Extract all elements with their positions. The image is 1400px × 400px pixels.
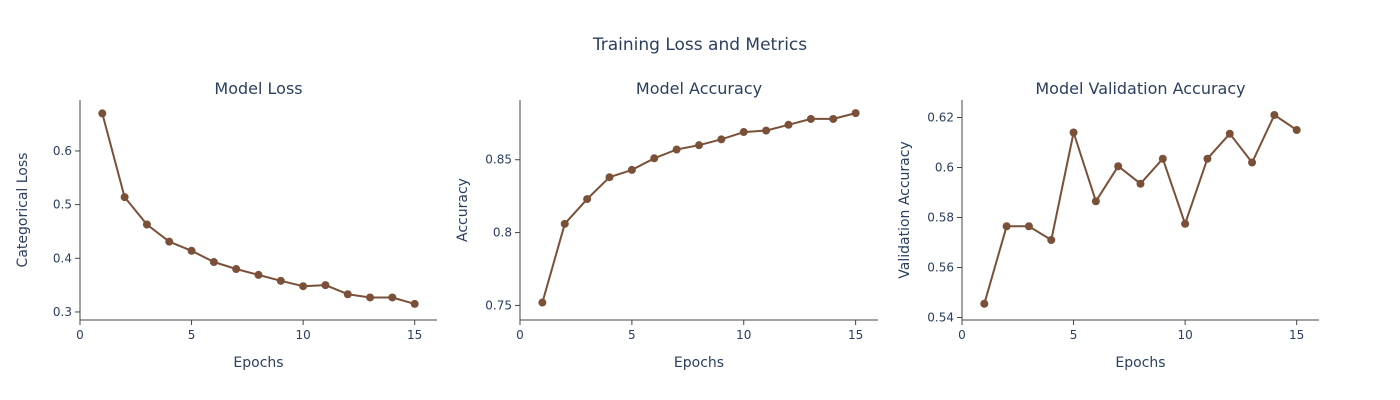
model-loss-x-axis-label: Epochs	[233, 355, 283, 371]
model-accuracy-data-point	[717, 135, 726, 144]
figure-title: Training Loss and Metrics	[592, 35, 807, 55]
model-loss-data-point	[410, 299, 419, 308]
model-accuracy-data-point	[538, 298, 547, 307]
model-accuracy-data-point	[672, 145, 681, 154]
model-accuracy-data-point	[851, 109, 860, 118]
model-validation-accuracy-y-tick-label: 0.6	[935, 161, 954, 175]
panel-model-validation-accuracy: Model Validation Accuracy 0 5 10 15 0.54 0.56 0…	[897, 79, 1319, 371]
model-accuracy-data-point	[583, 195, 592, 204]
model-accuracy-y-tick-label: 0.75	[485, 298, 512, 312]
model-validation-accuracy-data-point	[1091, 197, 1100, 206]
model-accuracy-x-tick-label: 0	[516, 328, 524, 342]
model-loss-data-point	[254, 270, 263, 279]
model-accuracy-data-point	[695, 141, 703, 150]
model-validation-accuracy-y-tick-label: 0.62	[927, 111, 954, 125]
model-validation-accuracy-data-point	[1270, 111, 1279, 119]
model-loss-y-tick-label: 0.3	[53, 305, 72, 319]
model-accuracy-title: Model Accuracy	[636, 79, 762, 98]
model-validation-accuracy-data-point	[1225, 129, 1234, 138]
model-accuracy-data-point	[627, 165, 636, 174]
model-accuracy-data-point	[784, 120, 793, 129]
model-loss-data-point	[209, 258, 218, 267]
model-validation-accuracy-data-point	[1024, 222, 1033, 231]
model-validation-accuracy-data-point	[1002, 222, 1011, 231]
model-loss-x-tick-label: 10	[295, 328, 310, 342]
model-loss-data-point	[232, 265, 241, 274]
model-loss-y-tick-label: 0.6	[53, 144, 72, 158]
model-accuracy-x-tick-label: 5	[628, 328, 636, 342]
model-validation-accuracy-y-axis-label: Validation Accuracy	[897, 141, 913, 279]
model-validation-accuracy-data-point	[1248, 158, 1257, 167]
model-validation-accuracy-data-point	[1203, 154, 1212, 163]
panel-model-accuracy: Model Accuracy 0 5 10 15 0.75 0.8 0.85 Epochs Acc…	[455, 79, 878, 371]
model-loss-data-point	[142, 220, 151, 229]
model-validation-accuracy-data-point	[1136, 179, 1145, 188]
model-validation-accuracy-y-tick-label: 0.56	[927, 261, 954, 275]
model-accuracy-x-tick-label: 10	[736, 328, 751, 342]
model-loss-y-tick-label: 0.5	[53, 198, 72, 212]
model-loss-x-tick-label: 0	[76, 328, 84, 342]
model-loss-data-point	[366, 293, 375, 302]
model-validation-accuracy-x-tick-label: 5	[1070, 328, 1078, 342]
model-validation-accuracy-data-point	[980, 299, 989, 308]
model-loss-data-point	[343, 290, 352, 299]
model-accuracy-data-point	[605, 173, 614, 182]
model-validation-accuracy-data-point	[1114, 162, 1123, 171]
model-loss-data-point	[165, 237, 174, 246]
model-loss-x-tick-label: 15	[407, 328, 422, 342]
model-accuracy-y-tick-label: 0.85	[485, 153, 512, 167]
model-loss-data-point	[388, 293, 397, 302]
model-loss-data-point	[299, 282, 308, 291]
model-accuracy-data-point	[829, 114, 838, 123]
model-validation-accuracy-data-point	[1158, 154, 1167, 163]
model-loss-x-tick-label: 5	[188, 328, 196, 342]
model-validation-accuracy-series-line	[983, 114, 1298, 305]
model-loss-data-point	[276, 276, 285, 285]
model-loss-y-tick-label: 0.4	[53, 251, 72, 265]
model-accuracy-y-tick-label: 0.8	[493, 226, 512, 240]
model-validation-accuracy-x-tick-label: 10	[1177, 328, 1192, 342]
model-validation-accuracy-data-point	[1047, 236, 1056, 244]
model-loss-data-point	[187, 246, 196, 255]
model-validation-accuracy-x-tick-label: 0	[958, 328, 966, 342]
model-accuracy-data-point	[806, 114, 815, 123]
model-validation-accuracy-x-tick-label: 15	[1289, 328, 1304, 342]
model-validation-accuracy-data-point	[1069, 128, 1078, 137]
model-accuracy-y-axis-label: Accuracy	[455, 178, 471, 242]
model-accuracy-data-point	[560, 219, 569, 228]
model-loss-title: Model Loss	[214, 79, 302, 98]
model-validation-accuracy-title: Model Validation Accuracy	[1035, 79, 1245, 98]
panel-model-loss: Model Loss 0 5 10 15 0.3 0.4 0.5 0.6 Epochs Catego…	[15, 79, 437, 371]
model-loss-data-point	[98, 109, 107, 118]
model-accuracy-x-axis-label: Epochs	[674, 355, 724, 371]
model-loss-y-axis-label: Categorical Loss	[15, 153, 31, 268]
model-validation-accuracy-x-axis-label: Epochs	[1115, 355, 1165, 371]
model-loss-data-point	[120, 193, 129, 202]
model-validation-accuracy-y-tick-label: 0.58	[927, 211, 954, 225]
model-accuracy-x-tick-label: 15	[848, 328, 863, 342]
model-accuracy-data-point	[650, 154, 659, 163]
model-accuracy-data-point	[739, 128, 748, 137]
model-loss-data-point	[321, 281, 330, 290]
model-validation-accuracy-y-tick-label: 0.54	[927, 311, 954, 325]
model-accuracy-data-point	[762, 126, 771, 135]
model-validation-accuracy-data-point	[1181, 219, 1190, 228]
model-validation-accuracy-data-point	[1292, 126, 1301, 134]
